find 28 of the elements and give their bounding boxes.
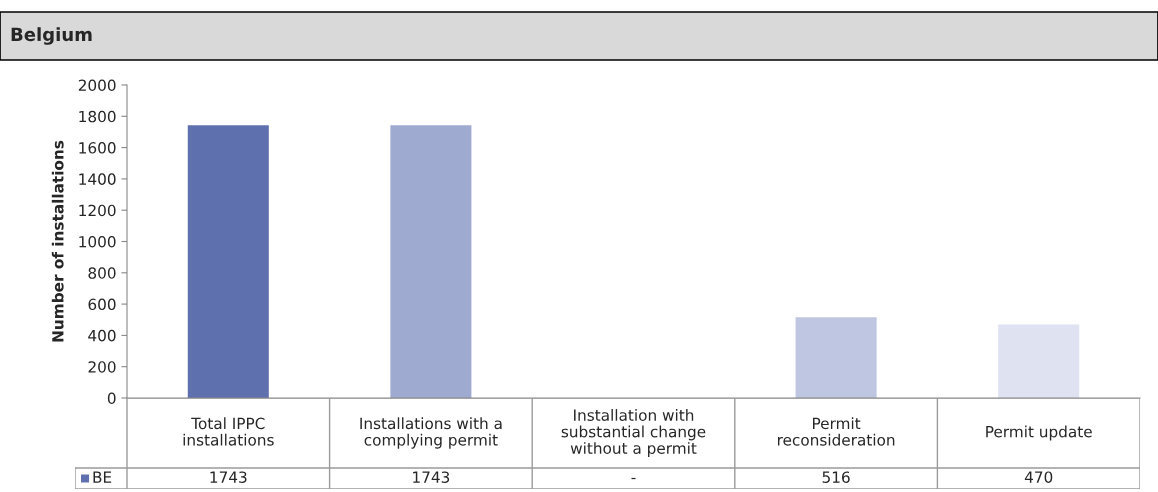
y-tick-label: 1000 — [79, 235, 116, 248]
y-tick-label: 400 — [88, 329, 116, 342]
x-tick-label: Permit update — [986, 425, 1092, 441]
chart-title: Belgium — [11, 27, 92, 45]
y-tick-label: 200 — [88, 361, 116, 373]
x-tick-label: Installations with a complying permit — [360, 417, 502, 449]
y-tick-label: 1600 — [79, 142, 116, 154]
y-tick-label: 600 — [88, 298, 116, 311]
y-tick-label: 1200 — [79, 204, 116, 217]
data-label: 516 — [822, 471, 850, 483]
data-label: 1743 — [413, 471, 450, 483]
y-axis-title: Number of installations — [51, 140, 64, 342]
y-tick-label: 1400 — [79, 173, 116, 185]
y-tick-label: 2000 — [78, 79, 116, 92]
bar — [998, 324, 1080, 398]
legend-label: BE — [93, 471, 112, 483]
bar — [390, 125, 472, 398]
y-tick-label: 1800 — [79, 110, 116, 123]
x-tick-label: Permit reconsideration — [778, 417, 895, 446]
x-tick-label: Installation with substantial change without a permit — [561, 409, 706, 457]
x-tick-label: Total IPPC installations — [183, 417, 274, 446]
bar — [795, 317, 877, 398]
data-label: 470 — [1024, 471, 1053, 483]
data-label: 1743 — [210, 471, 247, 483]
y-tick-label: 0 — [107, 392, 116, 405]
bar — [187, 125, 269, 398]
y-tick-label: 800 — [88, 267, 116, 279]
text: - — [631, 477, 636, 480]
